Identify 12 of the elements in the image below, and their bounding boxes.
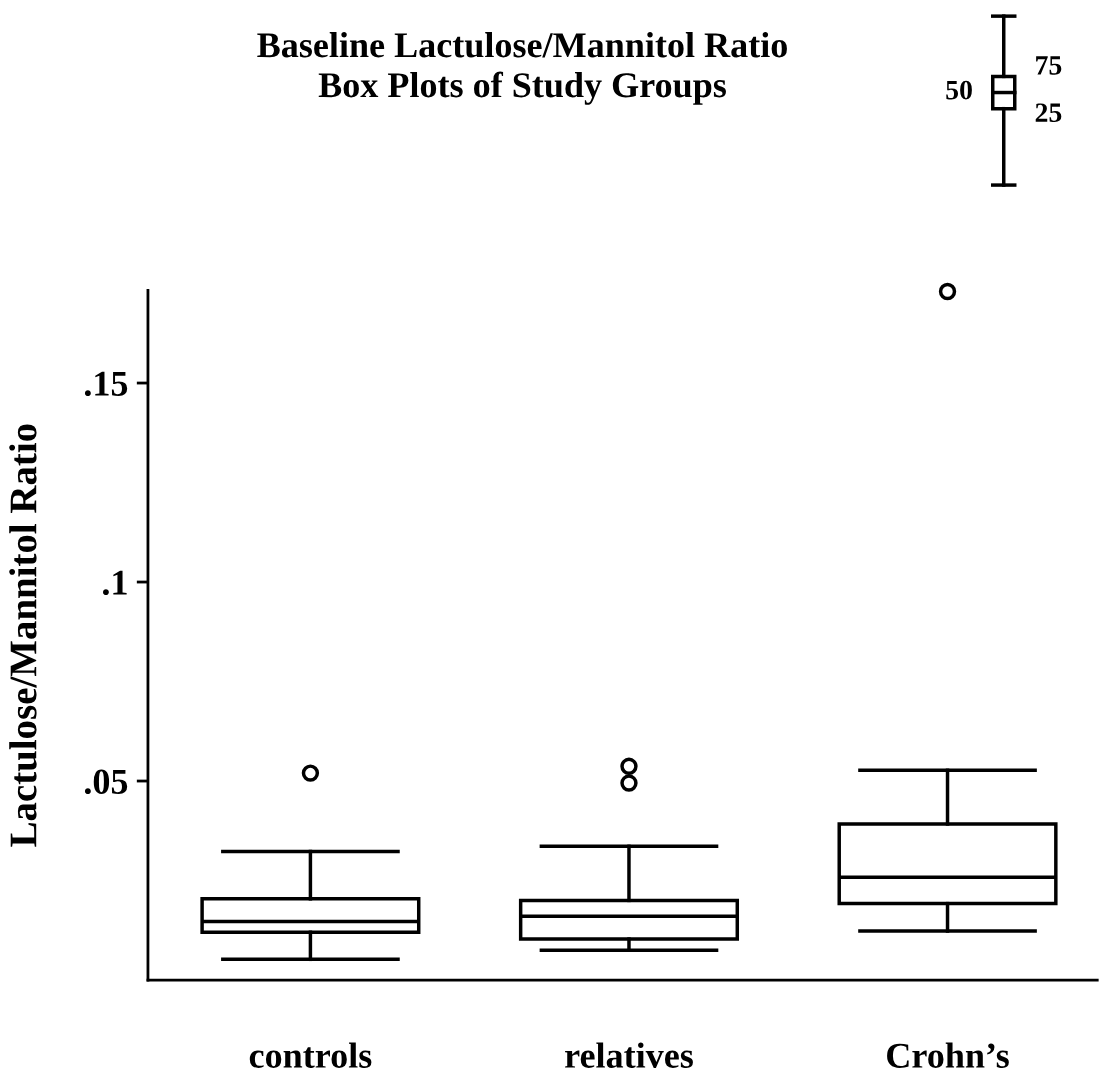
text: 75	[1036, 56, 1062, 75]
y-tick-label: .15	[84, 371, 128, 397]
x-tick-label: controls	[249, 1042, 372, 1068]
y-tick-label: .05	[84, 769, 128, 795]
y-tick-label: .1	[103, 570, 127, 596]
x-tick-label: relatives	[565, 1042, 693, 1068]
x-tick-label: Crohn’s	[887, 1042, 1009, 1068]
text: 25	[1035, 103, 1062, 123]
chart-subtitle: Box Plots of Study Groups	[318, 71, 726, 105]
y-axis-title: Lactulose/Mannitol Ratio	[9, 424, 37, 847]
text: 50	[946, 80, 972, 100]
chart-title: Baseline Lactulose/Mannitol Ratio	[257, 32, 787, 58]
